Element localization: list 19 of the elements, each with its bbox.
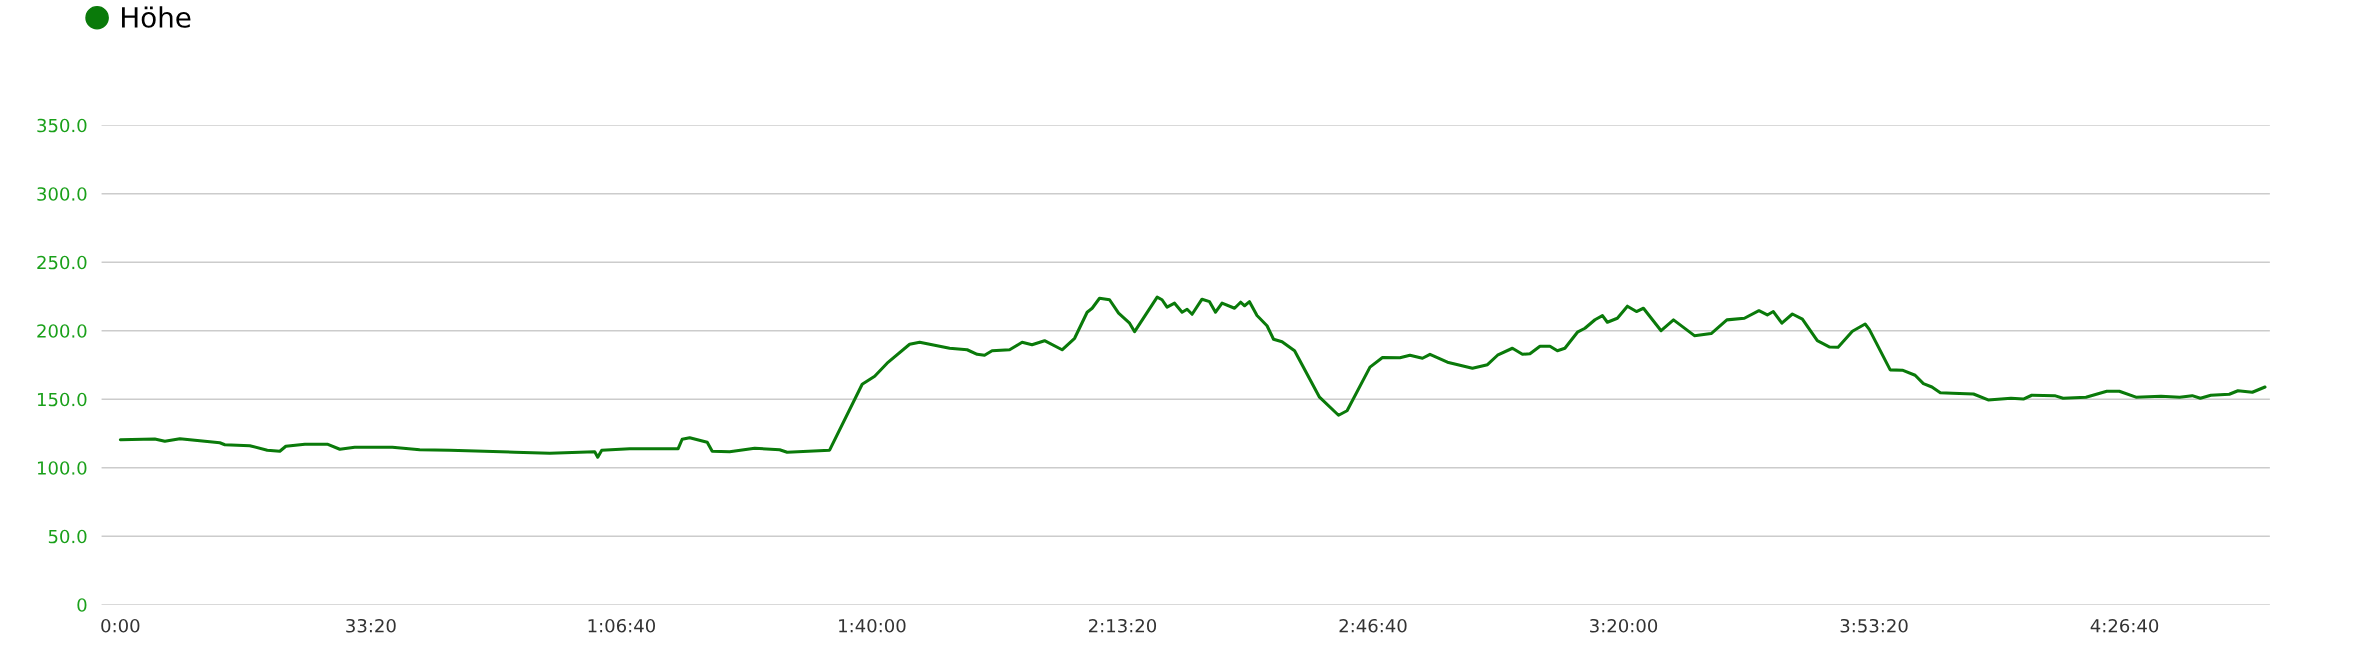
legend-label: Höhe: [122, 6, 191, 28]
y-tick-label: 0: [77, 598, 87, 612]
x-tick-label: 0:00: [101, 618, 140, 633]
y-tick-label: 350.0: [37, 118, 87, 133]
x-tick-label: 2:46:40: [1339, 618, 1407, 633]
y-tick-label: 200.0: [37, 324, 87, 338]
x-tick-label: 1:06:40: [588, 618, 656, 633]
x-tick-label: 33:20: [346, 618, 396, 633]
x-tick-label: 3:53:20: [1840, 618, 1908, 633]
y-tick-label: 150.0: [37, 392, 87, 407]
x-tick-label: 1:40:00: [839, 618, 906, 633]
y-tick-label: 50.0: [48, 529, 87, 544]
y-tick-label: 250.0: [37, 255, 87, 270]
x-tick-label: 4:26:40: [2090, 618, 2159, 633]
y-tick-label: 100.0: [37, 461, 87, 475]
x-tick-label: 2:13:20: [1088, 618, 1157, 633]
line-series: [118, 295, 2267, 459]
y-tick-label: 300.0: [37, 187, 87, 201]
x-tick-label: 3:20:00: [1590, 618, 1658, 633]
